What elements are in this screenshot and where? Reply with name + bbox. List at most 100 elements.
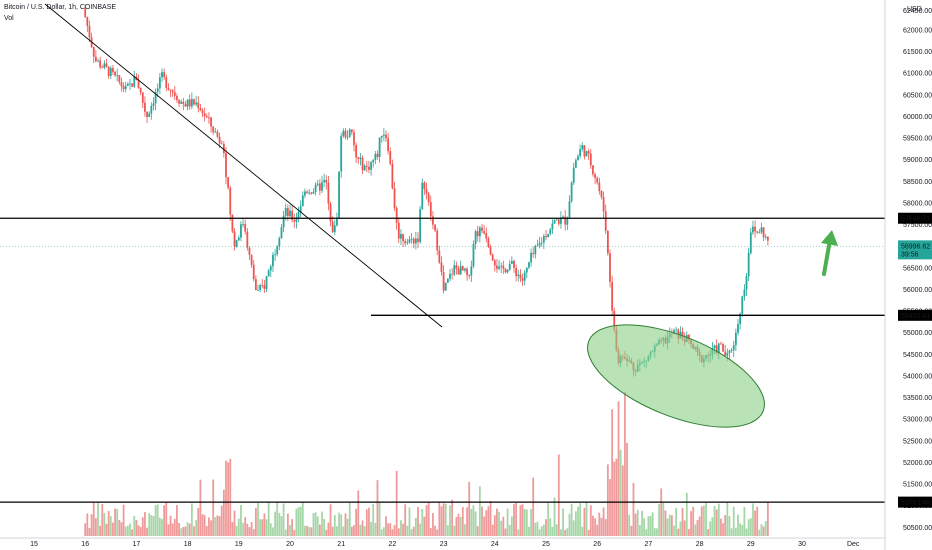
candle-body <box>137 80 140 88</box>
candle-body <box>124 85 127 90</box>
candle-body <box>235 240 238 247</box>
volume-bar <box>235 525 238 536</box>
volume-bar <box>397 528 400 536</box>
candle-body <box>485 233 488 239</box>
volume-bar <box>293 529 296 536</box>
candle-body <box>101 67 104 68</box>
candle-body <box>476 231 479 237</box>
volume-bar <box>534 522 537 536</box>
candle-body <box>498 266 500 269</box>
volume-bar <box>340 514 343 536</box>
volume-bar <box>410 529 413 536</box>
candle-body <box>338 171 340 218</box>
candle-body <box>331 221 334 233</box>
candle-body <box>336 217 338 226</box>
candle-body <box>585 151 588 157</box>
volume-bar <box>702 505 705 536</box>
candle-body <box>406 242 409 244</box>
volume-bar <box>474 511 477 536</box>
volume-bar <box>700 506 703 536</box>
volume-bar <box>606 464 609 536</box>
time-tick-label: 20 <box>286 541 294 548</box>
candle-body <box>144 102 146 112</box>
candle-body <box>374 153 377 160</box>
volume-bar <box>754 510 756 536</box>
volume-bar <box>429 527 432 536</box>
volume-bar <box>158 517 161 536</box>
volume-bar <box>525 509 528 536</box>
volume-bar <box>165 502 168 536</box>
candle-body <box>419 209 422 243</box>
volume-bar <box>368 507 370 536</box>
volume-bar <box>427 502 430 536</box>
volume-bar <box>638 525 641 536</box>
candle-body <box>169 89 172 91</box>
volume-bar <box>564 529 567 536</box>
volume-bar <box>489 501 492 536</box>
candle-body <box>395 208 398 223</box>
candle-body <box>269 266 272 271</box>
candle-body <box>129 83 131 85</box>
currency-label: USD <box>907 6 922 13</box>
candle-body <box>741 296 744 314</box>
volume-bar <box>660 488 663 536</box>
volume-bar <box>150 515 153 536</box>
volume-bar <box>144 512 146 536</box>
candle-body <box>749 232 752 253</box>
time-tick-label: 15 <box>30 541 38 548</box>
candle-body <box>532 253 535 255</box>
volume-bar <box>504 528 507 536</box>
volume-bar <box>120 522 123 536</box>
candle-body <box>581 145 584 150</box>
volume-bar <box>188 523 191 536</box>
volume-bar <box>449 505 451 536</box>
volume-bar <box>282 503 285 536</box>
candle-body <box>542 235 545 243</box>
candle-body <box>248 247 251 255</box>
candle-body <box>133 76 136 87</box>
candle-body <box>165 77 168 88</box>
volume-bar <box>670 515 673 536</box>
volume-bar <box>276 502 279 536</box>
volume-bar <box>728 515 731 536</box>
candle-body <box>600 191 603 198</box>
candle-body <box>525 267 528 273</box>
time-tick-label: 28 <box>696 541 704 548</box>
time-tick-label: 18 <box>184 541 192 548</box>
volume-bar <box>129 523 131 536</box>
volume-bar <box>325 529 328 536</box>
candle-body <box>440 262 443 273</box>
current-price-tag: 56996.62 <box>901 243 930 250</box>
price-tick-label: 53500.00 <box>903 395 932 402</box>
volume-bar <box>425 505 428 536</box>
candle-body <box>722 344 724 352</box>
volume-bar <box>169 515 172 536</box>
volume-bar <box>201 514 204 536</box>
volume-bar <box>617 401 620 536</box>
candle-body <box>301 195 304 207</box>
candle-body <box>94 56 97 62</box>
candle-body <box>540 242 543 244</box>
volume-bar <box>389 523 392 536</box>
candle-body <box>120 82 123 87</box>
volume-bar <box>212 479 215 536</box>
candle-body <box>564 216 567 225</box>
candle-body <box>602 197 605 212</box>
volume-bar <box>583 507 586 536</box>
candle-body <box>466 268 468 276</box>
volume-bar <box>421 508 424 536</box>
volume-bar <box>122 504 125 536</box>
volume-bar <box>385 516 387 536</box>
candle-body <box>180 101 183 104</box>
volume-bar <box>333 515 336 536</box>
volume-bar <box>372 504 375 536</box>
candle-body <box>673 330 675 335</box>
volume-bar <box>171 523 174 536</box>
volume-bar <box>406 525 409 536</box>
candle-body <box>470 266 473 276</box>
lower-price-tag: 51083.46 <box>901 500 930 507</box>
volume-bar <box>673 525 675 536</box>
volume-bar <box>705 502 707 536</box>
candle-body <box>340 135 343 172</box>
